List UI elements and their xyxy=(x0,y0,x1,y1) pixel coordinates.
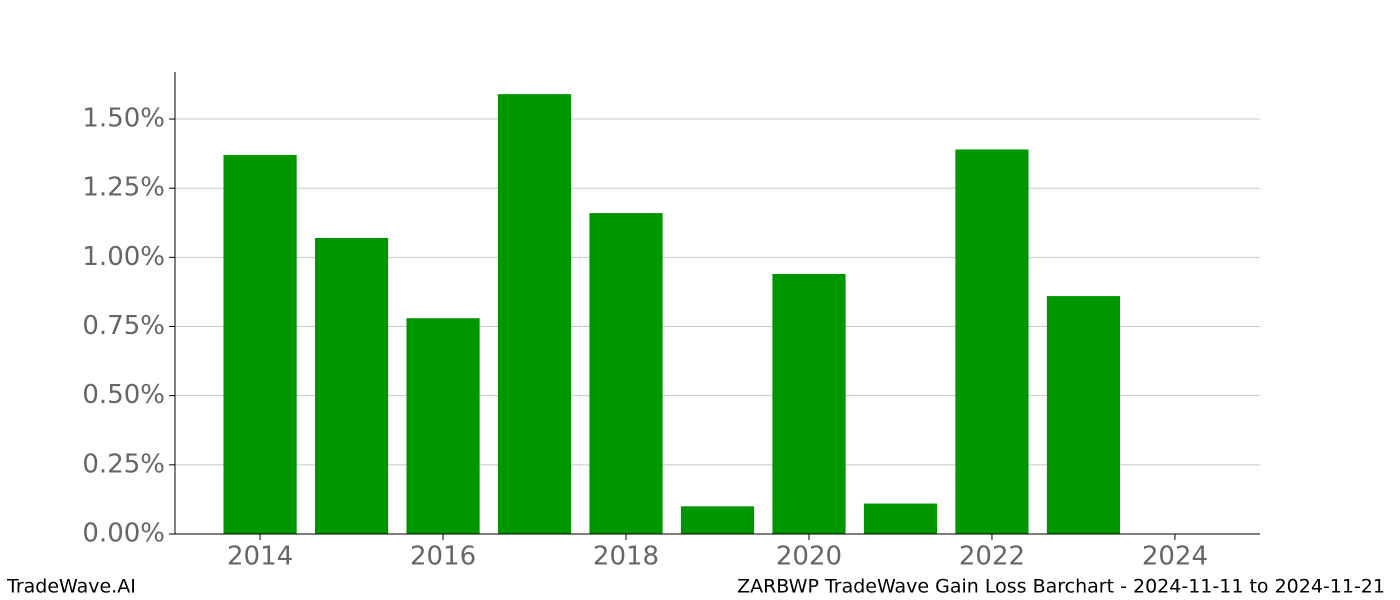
y-tick-label: 0.75% xyxy=(82,311,165,341)
bar xyxy=(314,237,389,534)
bar xyxy=(1046,296,1121,534)
x-tick-label: 2014 xyxy=(227,542,293,572)
x-tick-label: 2016 xyxy=(410,542,476,572)
bar xyxy=(955,149,1029,535)
y-tick-label: 0.50% xyxy=(82,380,165,410)
y-tick-label: 1.00% xyxy=(82,242,165,272)
x-tick-label: 2018 xyxy=(593,542,659,572)
y-tick-label: 0.00% xyxy=(82,519,165,549)
bar xyxy=(589,213,663,534)
chart-title: ZARBWP TradeWave Gain Loss Barchart - 20… xyxy=(737,576,1385,598)
bar xyxy=(772,273,846,534)
x-tick-label: 2020 xyxy=(776,542,842,572)
x-tick-label: 2022 xyxy=(959,542,1025,572)
bar xyxy=(406,318,480,534)
bar xyxy=(680,506,755,534)
bar xyxy=(497,94,572,534)
bar xyxy=(223,154,297,534)
bar xyxy=(863,503,938,534)
y-tick-label: 0.25% xyxy=(82,449,165,479)
y-tick-label: 1.50% xyxy=(82,104,165,134)
x-tick-label: 2024 xyxy=(1142,542,1208,572)
watermark: TradeWave.AI xyxy=(6,576,136,598)
y-tick-label: 1.25% xyxy=(82,173,165,203)
